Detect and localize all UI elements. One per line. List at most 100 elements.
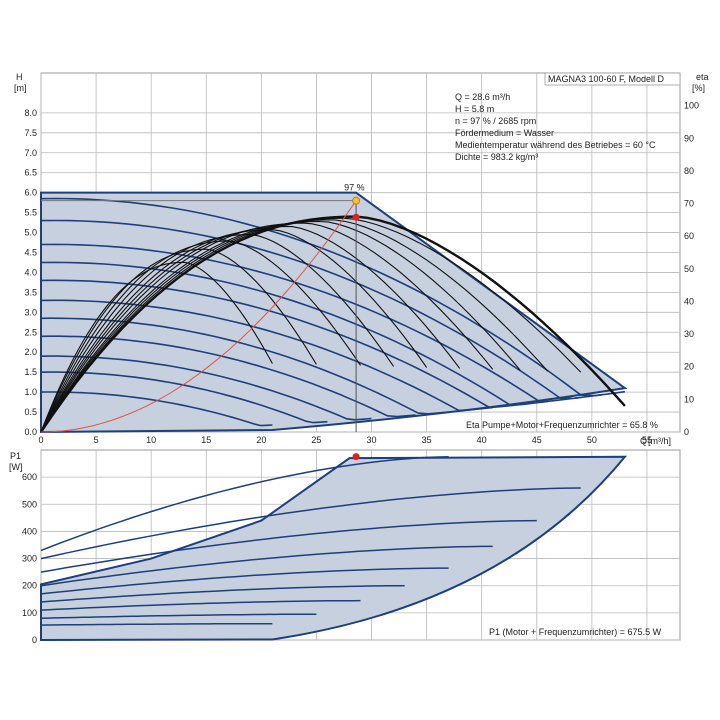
y2-tick-label: 80 [684, 166, 694, 176]
power-y-tick-label: 0 [32, 635, 37, 645]
x-tick-label: 20 [256, 435, 266, 445]
x-tick-label: 50 [587, 435, 597, 445]
power-curve [40, 567, 449, 595]
efficiency-curve [40, 261, 273, 433]
y2-tick-label: 60 [684, 231, 694, 241]
y-tick-label: 4.0 [24, 267, 37, 277]
y2-tick-label: 30 [684, 329, 694, 339]
y-tick-label: 6.5 [24, 168, 37, 178]
efficiency-point-marker [352, 213, 360, 221]
y-axis-unit: [m] [14, 83, 27, 93]
x-axis-title: Q [640, 436, 647, 446]
power-curve [40, 584, 405, 603]
info-line: n = 97 % / 2685 rpm [455, 116, 536, 126]
efficiency-curve [40, 240, 361, 433]
duty-point-lines [41, 200, 357, 432]
y2-tick-label: 20 [684, 362, 694, 372]
y2-tick-label: 90 [684, 133, 694, 143]
efficiency-curve [40, 215, 626, 433]
power-curve [40, 622, 273, 626]
power-curves [40, 456, 581, 626]
efficiency-curve [40, 225, 461, 433]
head-flow-y-ticks: 0.0 0.5 1.0 1.5 2.0 2.5 3.0 3.5 4.0 4.5 5.0 5.5 6.0 6… [24, 108, 37, 437]
y2-tick-label: 70 [684, 199, 694, 209]
model-label: MAGNA3 100-60 F, Modell D [548, 74, 665, 84]
power-point-marker [352, 453, 360, 461]
power-curve [40, 456, 449, 552]
power-y-tick-label: 400 [22, 526, 37, 536]
y-tick-label: 0.5 [24, 407, 37, 417]
power-y-tick-label: 600 [22, 472, 37, 482]
power-y-axis-title: P1 [10, 451, 21, 461]
efficiency-curves [40, 215, 626, 433]
x-axis-unit: [m³/h] [648, 436, 671, 446]
y-tick-label: 6.0 [24, 188, 37, 198]
efficiency-curve [40, 229, 428, 433]
efficiency-curve [40, 248, 317, 433]
y-tick-label: 0.0 [24, 427, 37, 437]
y2-tick-label: 10 [684, 394, 694, 404]
head-curve [40, 261, 548, 406]
y-tick-label: 8.0 [24, 108, 37, 118]
efficiency-curve [40, 222, 494, 433]
x-tick-label: 15 [201, 435, 211, 445]
model-label-box [544, 72, 681, 86]
power-curve [40, 487, 581, 560]
power-y-axis-unit: [W] [9, 462, 23, 472]
power-footer: P1 (Motor + Frequenzumrichter) = 675.5 W [489, 627, 662, 637]
y2-axis-unit: [%] [692, 83, 705, 93]
y-tick-label: 2.5 [24, 327, 37, 337]
x-tick-label: 35 [422, 435, 432, 445]
y-tick-label: 3.5 [24, 287, 37, 297]
x-tick-label: 30 [367, 435, 377, 445]
y-tick-label: 1.0 [24, 387, 37, 397]
operating-info: Q = 28.6 m³/h H = 5.8 m n = 97 % / 2685 rp… [455, 92, 656, 162]
y2-axis-title: eta [696, 72, 709, 82]
efficiency-footer: Eta Pumpe+Motor+Frequenzumrichter = 65.8… [466, 420, 658, 430]
y-tick-label: 5.0 [24, 228, 37, 238]
y2-tick-label: 50 [684, 264, 694, 274]
efficiency-curve [40, 234, 395, 433]
info-line: Medientemperatur während des Betriebes =… [455, 140, 656, 150]
head-flow-panel: 97 % 0 5 10 15 20 25 30 35 40 45 50 55 0.0 0.5 1.0 1.5… [14, 72, 709, 446]
head-curve [40, 317, 449, 415]
y2-tick-label: 0 [684, 427, 689, 437]
info-line: Fördermedium = Wasser [455, 128, 554, 138]
power-curve [40, 545, 493, 587]
duty-point-label: 97 % [344, 183, 365, 193]
x-tick-label: 10 [146, 435, 156, 445]
info-line: Q = 28.6 m³/h [455, 92, 510, 102]
head-flow-y2-ticks: 0 10 20 30 40 50 60 70 80 90 100 [684, 101, 699, 437]
power-y-ticks: 0 100 200 300 400 500 600 [22, 472, 37, 645]
y-tick-label: 2.0 [24, 347, 37, 357]
info-line: H = 5.8 m [455, 104, 494, 114]
x-tick-label: 45 [532, 435, 542, 445]
power-curve [40, 599, 361, 611]
y-tick-label: 1.5 [24, 367, 37, 377]
y2-tick-label: 40 [684, 296, 694, 306]
y-tick-label: 3.0 [24, 307, 37, 317]
power-panel: 0 100 200 300 400 500 600 P1 [W] P1 (Motor + F… [9, 449, 681, 645]
head-flow-x-ticks: 0 5 10 15 20 25 30 35 40 45 50 55 [38, 435, 651, 445]
power-curve [40, 519, 537, 573]
y-tick-label: 7.5 [24, 128, 37, 138]
head-curve [40, 219, 604, 400]
power-y-tick-label: 300 [22, 554, 37, 564]
x-tick-label: 25 [311, 435, 321, 445]
x-tick-label: 5 [94, 435, 99, 445]
power-y-tick-label: 100 [22, 608, 37, 618]
power-y-tick-label: 200 [22, 581, 37, 591]
y2-tick-label: 100 [684, 101, 699, 111]
x-tick-label: 0 [38, 435, 43, 445]
system-curve [40, 200, 357, 433]
x-tick-label: 40 [477, 435, 487, 445]
power-range-area [40, 455, 628, 642]
power-curve [40, 613, 317, 620]
head-curve [40, 371, 328, 424]
duty-point-marker [352, 196, 361, 205]
y-tick-label: 5.5 [24, 208, 37, 218]
head-curve [40, 243, 581, 403]
power-y-tick-label: 500 [22, 499, 37, 509]
info-line: Dichte = 983.2 kg/m³ [455, 152, 538, 162]
